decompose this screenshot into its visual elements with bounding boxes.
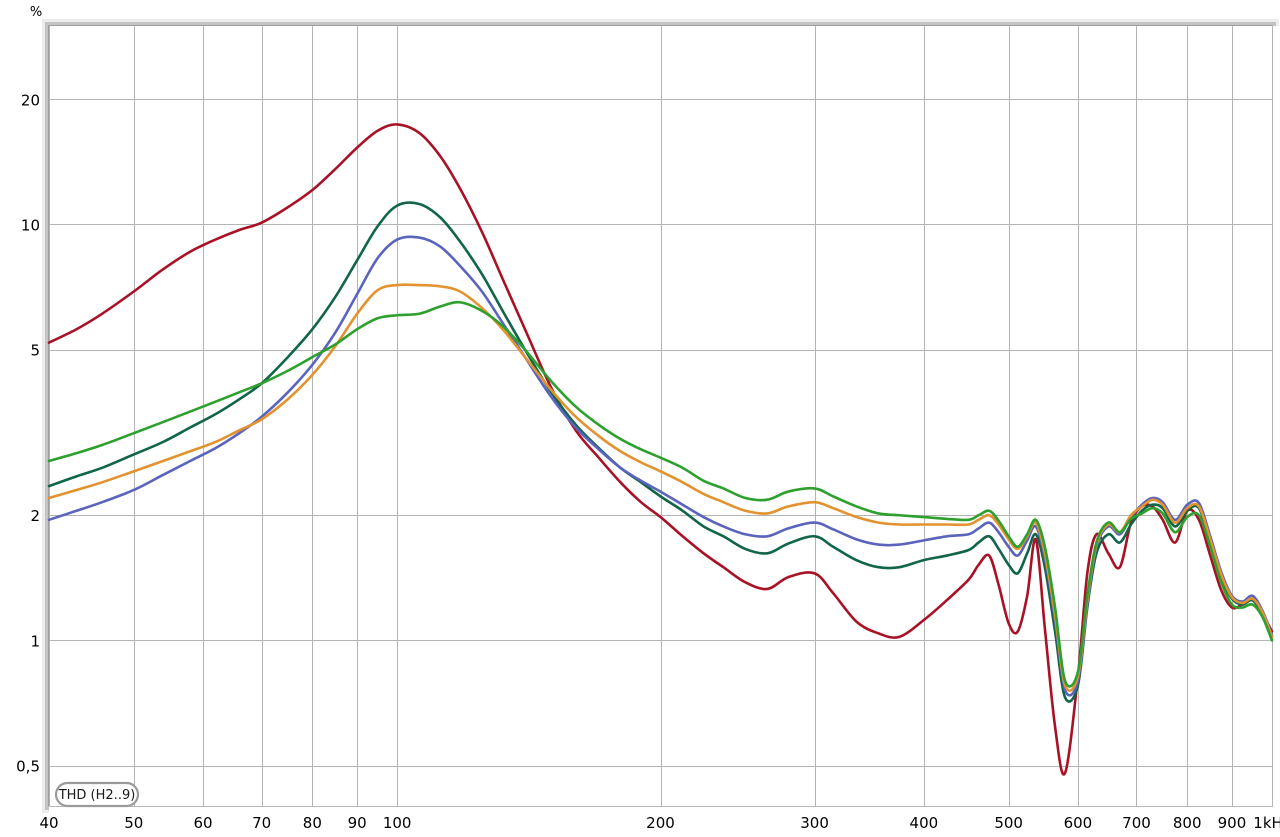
frame-top-edge [48, 25, 1273, 26]
curve-blue [47, 235, 1274, 697]
x-tick-label: 300 [800, 814, 829, 832]
x-tick-label: 800 [1173, 814, 1202, 832]
x-tick-label: 100 [383, 814, 412, 832]
x-tick-label: 70 [252, 814, 271, 832]
frame-bottom-edge [48, 806, 1273, 807]
curve-orange [47, 283, 1274, 693]
y-axis-unit-label: % [30, 5, 42, 20]
x-tick-label: 1kHz [1253, 814, 1280, 832]
y-tick-label: 0,5 [16, 758, 40, 776]
y-tick-label: 1 [30, 632, 40, 650]
x-tick-label: 900 [1218, 814, 1247, 832]
y-tick-label: 5 [30, 342, 40, 360]
y-tick-label: 20 [21, 91, 40, 109]
x-tick-label: 40 [39, 814, 58, 832]
x-tick-label: 600 [1064, 814, 1093, 832]
x-axis-tick-labels: 40 50 60 70 80 90 100 200 300 400 500 600 700 800 900 1… [39, 814, 1280, 832]
frame-left-inner [45, 22, 49, 810]
x-tick-label: 80 [303, 814, 322, 832]
legend-badge-outline[interactable] [54, 781, 140, 808]
y-axis-tick-labels: 20 10 5 2 1 0,5 [16, 91, 40, 775]
y-tick-label: 10 [21, 216, 40, 234]
x-tick-label: 90 [348, 814, 367, 832]
frame-left-edge [48, 25, 49, 807]
curve-darkgreen [47, 201, 1274, 703]
x-tick-label: 400 [910, 814, 939, 832]
x-tick-label: 700 [1122, 814, 1151, 832]
data-curves [47, 123, 1274, 776]
x-tick-label: 200 [646, 814, 675, 832]
frame-top-inner [45, 22, 1276, 26]
gridlines [49, 26, 1273, 806]
legend-badge-label: THD (H2..9) [58, 788, 136, 803]
legend-badge[interactable]: THD (H2..9) [54, 781, 140, 808]
y-tick-label: 2 [30, 507, 40, 525]
x-tick-label: 60 [194, 814, 213, 832]
x-tick-label: 500 [994, 814, 1023, 832]
x-tick-label: 50 [124, 814, 143, 832]
curve-green [47, 300, 1274, 688]
